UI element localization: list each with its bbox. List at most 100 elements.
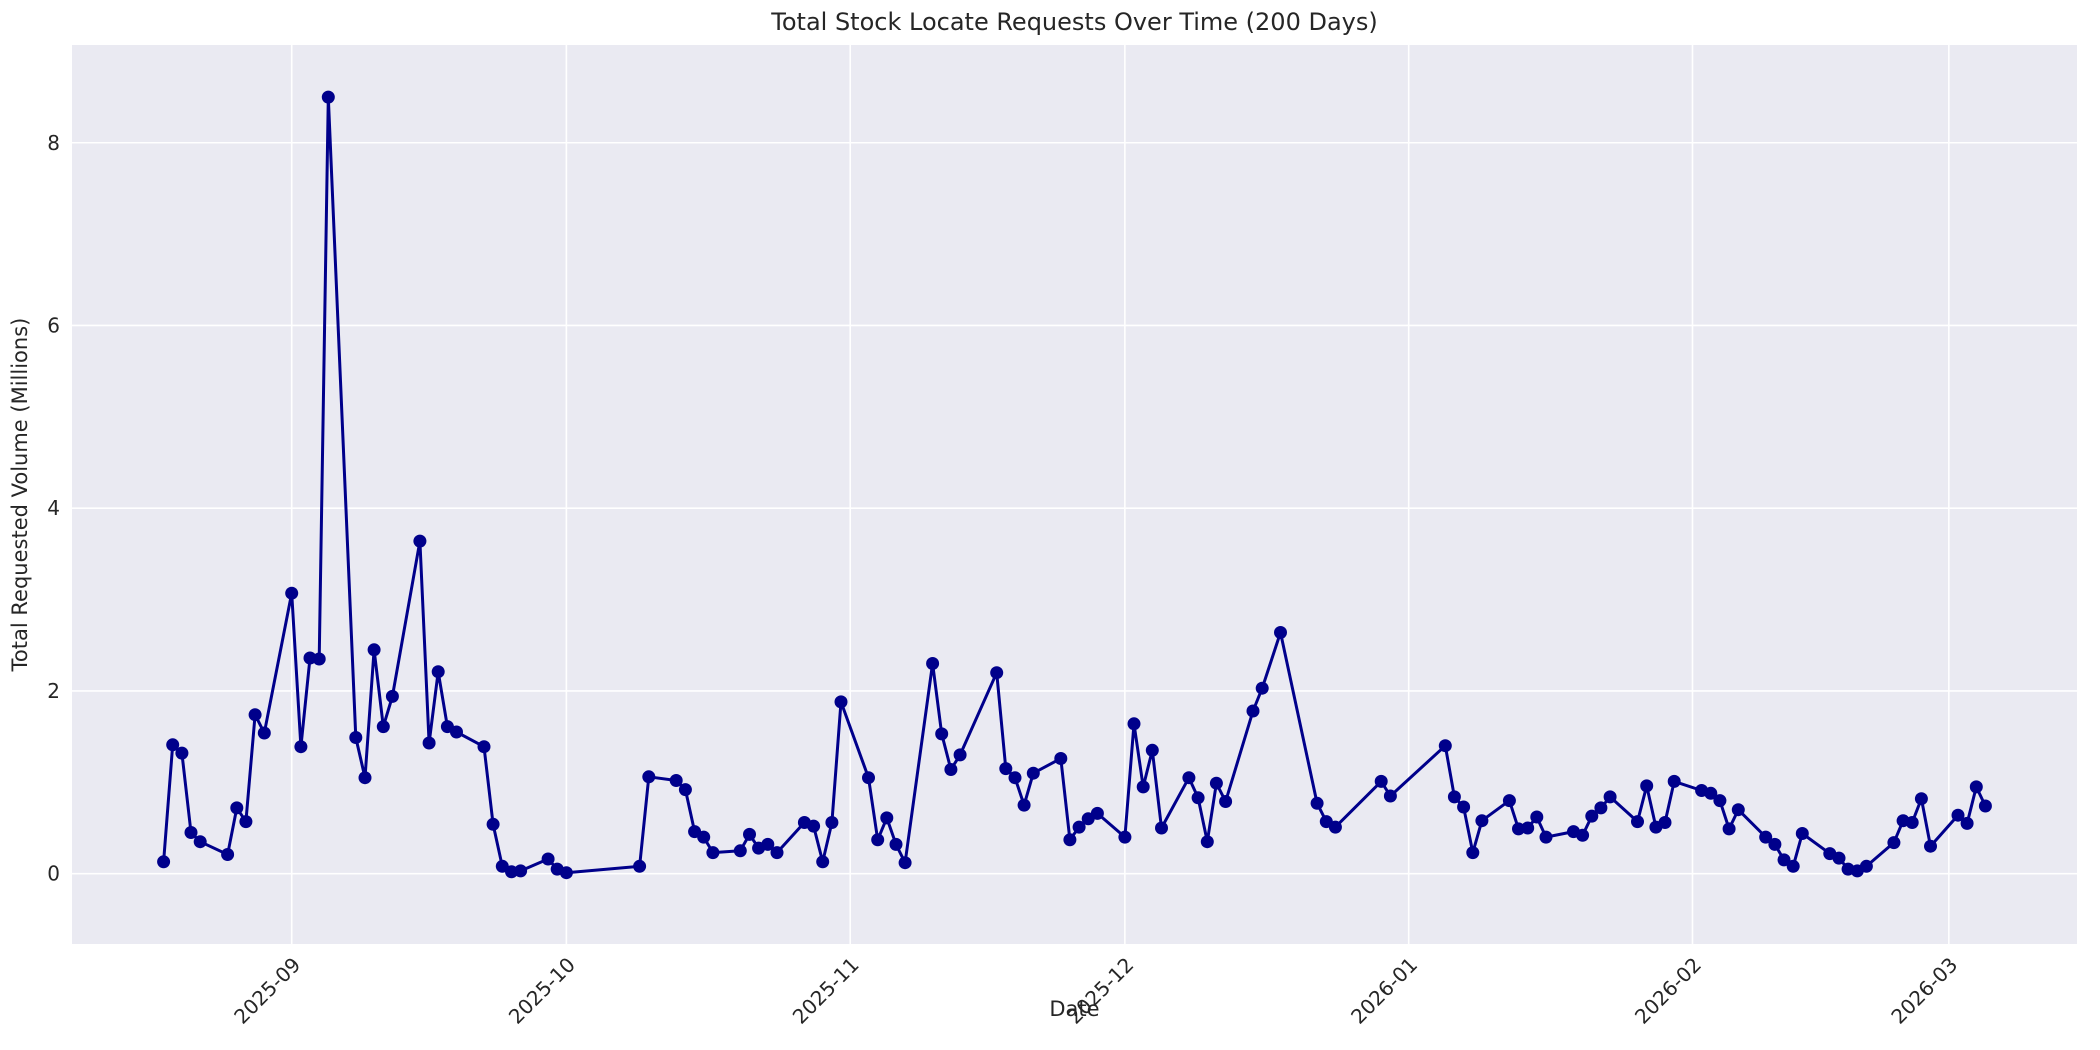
data-point — [376, 720, 390, 734]
data-point — [486, 817, 500, 831]
data-point — [1026, 766, 1040, 780]
data-points — [157, 90, 1992, 880]
data-point — [1383, 789, 1397, 803]
data-point — [422, 736, 436, 750]
data-point — [1118, 830, 1132, 844]
data-point — [1924, 839, 1937, 853]
data-point — [559, 866, 573, 880]
data-point — [935, 727, 949, 741]
data-point — [1374, 774, 1388, 788]
y-axis-label: Total Requested Volume (Millions) — [8, 318, 32, 673]
data-point — [1658, 816, 1672, 829]
plot-area — [72, 45, 2077, 944]
data-point — [1951, 808, 1965, 822]
data-point — [990, 666, 1004, 680]
data-point — [1136, 780, 1150, 794]
data-point — [157, 855, 171, 869]
data-point — [367, 643, 381, 657]
data-point — [1054, 752, 1068, 765]
data-point — [1731, 803, 1745, 817]
data-point — [1704, 786, 1718, 800]
data-point — [1219, 795, 1233, 808]
data-point — [678, 783, 692, 797]
data-point — [1182, 771, 1196, 785]
data-point — [834, 695, 848, 709]
data-point — [1530, 810, 1544, 824]
data-point — [880, 811, 894, 825]
data-point — [1768, 837, 1782, 851]
data-point — [706, 846, 720, 860]
data-point — [999, 762, 1013, 776]
data-point — [285, 586, 299, 600]
data-point — [312, 652, 326, 666]
data-point — [1832, 851, 1846, 865]
data-point — [807, 819, 821, 833]
data-point — [514, 864, 528, 878]
data-point — [1127, 717, 1141, 731]
data-point — [1466, 846, 1480, 860]
data-point — [1594, 801, 1608, 815]
data-point — [862, 771, 875, 785]
data-point — [1978, 799, 1992, 813]
data-point — [1090, 806, 1104, 820]
grid — [72, 45, 2077, 944]
data-point — [1191, 791, 1205, 805]
data-point — [669, 774, 683, 787]
data-point — [1246, 704, 1260, 718]
data-point — [761, 837, 775, 851]
data-point — [1859, 859, 1873, 873]
data-point — [1017, 798, 1031, 812]
data-point — [871, 833, 885, 847]
data-point — [642, 770, 656, 784]
data-point — [431, 665, 445, 679]
data-point — [697, 830, 711, 844]
data-point — [1914, 792, 1928, 806]
data-point — [1457, 800, 1471, 814]
data-point — [1008, 771, 1022, 785]
data-point — [1960, 816, 1974, 830]
data-point — [184, 826, 198, 839]
data-point — [477, 740, 491, 754]
data-point — [1063, 833, 1077, 847]
data-point — [1759, 830, 1773, 844]
data-point — [898, 856, 912, 870]
data-point — [1438, 739, 1452, 753]
data-point — [230, 801, 244, 815]
data-point — [1631, 815, 1644, 829]
data-point — [1072, 820, 1086, 834]
data-point — [1310, 796, 1324, 810]
data-point — [1475, 814, 1489, 828]
data-point — [1640, 779, 1654, 793]
data-point — [1576, 828, 1590, 842]
data-point — [953, 748, 967, 762]
data-point — [321, 90, 335, 104]
data-point — [349, 731, 363, 744]
data-point — [358, 771, 372, 785]
data-point — [825, 816, 839, 829]
data-point — [1209, 776, 1223, 790]
data-point — [1255, 681, 1269, 695]
data-point — [257, 726, 271, 740]
data-point — [541, 852, 555, 866]
y-tick-label: 4 — [47, 496, 60, 520]
x-axis-label: Date — [1049, 997, 1099, 1021]
data-point — [193, 835, 207, 849]
data-point — [1585, 809, 1599, 823]
y-tick-label: 0 — [47, 862, 60, 886]
data-point — [1969, 780, 1983, 794]
data-point — [1887, 836, 1901, 850]
data-point — [1521, 821, 1535, 835]
data-point — [166, 738, 180, 752]
data-point — [175, 746, 189, 760]
data-point — [1905, 816, 1919, 829]
data-point — [733, 844, 747, 858]
data-point — [944, 763, 958, 776]
data-point — [385, 689, 399, 703]
y-tick-label: 6 — [47, 313, 60, 337]
data-point — [743, 827, 756, 841]
data-point — [1603, 790, 1617, 804]
data-point — [221, 848, 235, 861]
data-point — [248, 708, 262, 722]
